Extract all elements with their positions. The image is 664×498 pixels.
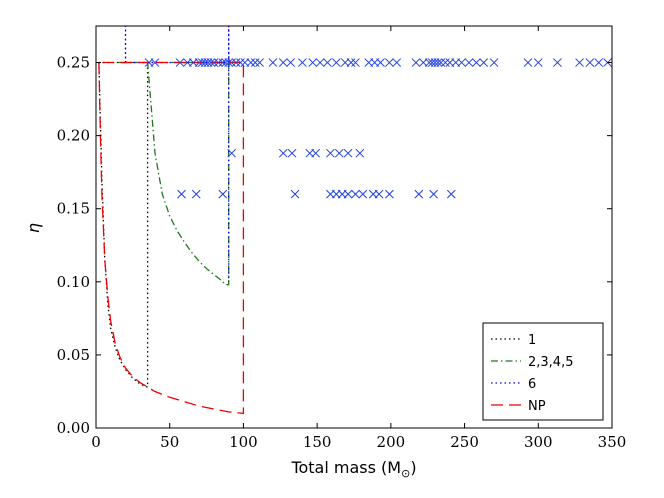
y-tick-label: 0.05: [57, 346, 90, 364]
data-point-x-marker: [315, 58, 325, 67]
data-point-x-marker: [224, 58, 234, 67]
plot-area-frame: [95, 25, 613, 429]
data-point-x-marker: [392, 58, 402, 67]
data-point-x-marker: [523, 58, 533, 67]
data-point-x-marker: [311, 148, 321, 158]
data-point-x-marker: [298, 58, 307, 67]
data-point-x-marker: [457, 58, 466, 67]
x-tick-label: 0: [91, 433, 101, 451]
legend-label: 6: [528, 377, 536, 392]
data-point-x-marker: [385, 189, 394, 199]
x-tick-label: 200: [377, 433, 406, 451]
y-tick-label: 0.25: [57, 54, 90, 72]
y-tick-label: 0.15: [57, 200, 90, 218]
y-tick-label: 0.00: [57, 419, 90, 437]
data-point-x-marker: [218, 189, 228, 199]
x-axis-label: Total mass (M⊙): [290, 458, 416, 480]
data-point-x-marker: [414, 189, 424, 199]
data-point-x-marker: [374, 189, 384, 199]
data-point-x-marker: [191, 189, 201, 199]
series-line-NP: [98, 61, 245, 415]
data-point-x-marker: [441, 58, 450, 67]
data-point-x-marker: [331, 58, 341, 67]
data-point-x-marker: [343, 189, 353, 199]
data-point-x-marker: [278, 58, 288, 67]
data-point-x-marker: [334, 148, 344, 158]
data-point-x-marker: [411, 58, 421, 67]
data-point-x-marker: [343, 148, 353, 158]
data-point-x-marker: [150, 58, 160, 67]
data-point-x-marker: [489, 58, 499, 67]
data-point-x-marker: [472, 58, 481, 67]
legend: 1 2,3,4,5 6 NP: [482, 322, 604, 421]
data-point-x-marker: [533, 58, 543, 67]
data-point-x-marker: [278, 148, 288, 158]
data-point-x-marker: [575, 58, 584, 67]
data-point-x-marker: [553, 58, 562, 67]
data-point-x-marker: [346, 58, 356, 67]
data-point-x-marker: [290, 189, 300, 199]
data-point-x-marker: [255, 58, 264, 67]
y-axis: 0.00 0.05 0.10 0.15 0.20 0.25: [57, 54, 612, 437]
data-point-x-marker: [351, 58, 360, 67]
data-point-x-marker: [355, 148, 365, 158]
legend-label: 1: [528, 333, 536, 348]
sun-symbol: ⊙: [401, 467, 410, 480]
data-point-x-marker: [209, 58, 219, 67]
data-point-x-marker: [585, 58, 595, 67]
data-point-x-marker: [236, 58, 245, 67]
y-axis-label: η: [24, 223, 43, 233]
x-tick-label: 350: [598, 433, 627, 451]
legend-label: NP: [528, 399, 546, 414]
legend-box: [482, 322, 604, 421]
data-point-x-marker: [227, 148, 236, 158]
series-line-1: [98, 61, 149, 389]
data-point-x-marker: [464, 58, 474, 67]
data-point-x-marker: [376, 58, 385, 67]
data-point-x-marker: [351, 189, 360, 199]
data-point-x-marker: [268, 58, 278, 67]
data-point-x-marker: [446, 189, 456, 199]
data-point-x-marker: [436, 58, 446, 67]
data-point-x-marker: [250, 58, 260, 67]
data-point-x-marker: [358, 189, 368, 199]
data-point-x-marker: [385, 58, 394, 67]
data-point-x-marker: [206, 58, 216, 67]
x-tick-label: 150: [303, 433, 332, 451]
data-point-x-marker: [326, 148, 335, 158]
legend-label: 2,3,4,5: [528, 355, 573, 370]
data-point-x-marker: [231, 58, 241, 67]
data-point-x-marker: [214, 58, 223, 67]
data-point-x-marker: [246, 58, 256, 67]
x-tick-label: 250: [450, 433, 479, 451]
data-point-x-marker: [175, 58, 185, 67]
data-point-x-marker: [287, 148, 297, 158]
data-point-x-marker: [286, 58, 295, 67]
y-tick-label: 0.10: [57, 273, 90, 291]
data-point-x-marker: [177, 189, 186, 199]
data-point-x-marker: [429, 189, 438, 199]
data-point-x-marker: [433, 58, 443, 67]
y-tick-label: 0.20: [57, 127, 90, 145]
x-axis: 0 50 100 150 200 250 300 350: [91, 26, 626, 451]
x-tick-label: 100: [229, 433, 258, 451]
data-point-x-marker: [308, 58, 318, 67]
scatter-markers: [144, 58, 612, 199]
data-point-x-marker: [479, 58, 489, 67]
data-point-x-marker: [594, 58, 604, 67]
x-tick-label: 300: [524, 433, 553, 451]
x-tick-label: 50: [160, 433, 179, 451]
series-line-2-3-4-5: [118, 61, 230, 286]
data-point-x-marker: [227, 58, 236, 67]
data-point-x-marker: [323, 58, 332, 67]
